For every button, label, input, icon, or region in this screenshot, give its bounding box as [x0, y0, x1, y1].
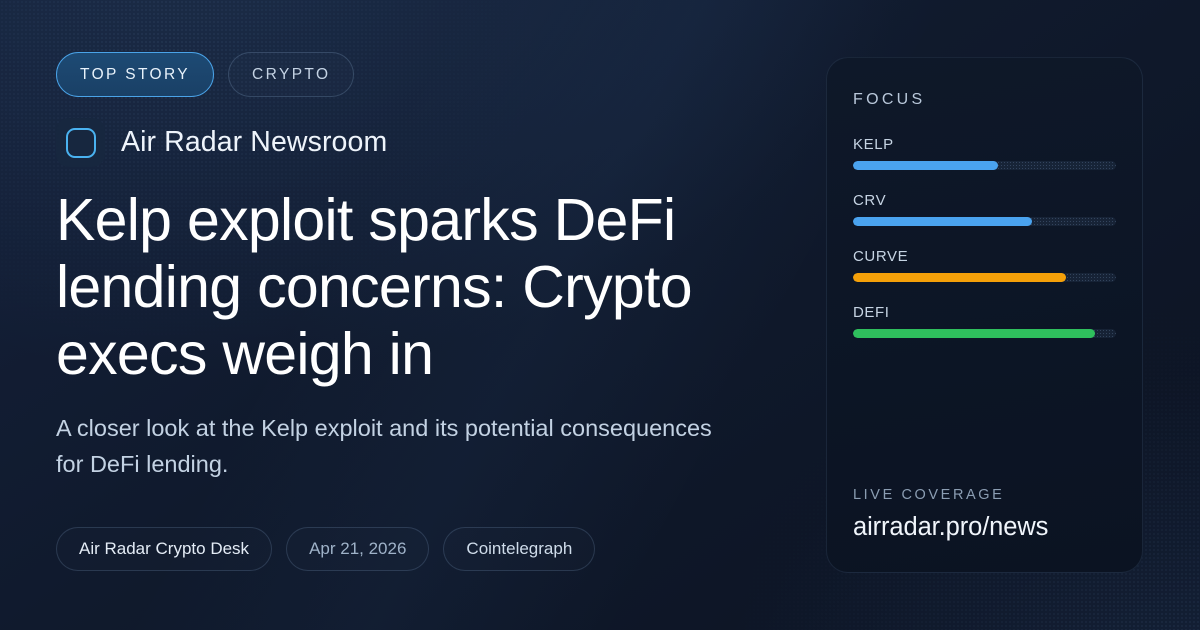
- meta-chip-author[interactable]: Air Radar Crypto Desk: [56, 527, 273, 571]
- focus-bar-fill-defi: [853, 329, 1095, 338]
- focus-bar-item: CURVE: [853, 248, 1116, 282]
- focus-bar-track-kelp: [853, 161, 1116, 170]
- brand-row: Air Radar Newsroom: [56, 118, 786, 167]
- article-column: TOP STORY CRYPTO Air Radar Newsroom Kelp…: [56, 52, 786, 482]
- focus-bar-item: KELP: [853, 136, 1116, 170]
- tag-top-story[interactable]: TOP STORY: [56, 52, 215, 97]
- article-subhead: A closer look at the Kelp exploit and it…: [56, 414, 712, 477]
- live-coverage-url[interactable]: airradar.pro/news: [853, 513, 1049, 541]
- article-meta-row: Air Radar Crypto Desk Apr 21, 2026 Coint…: [56, 527, 596, 571]
- focus-bar-item: CRV: [853, 192, 1116, 226]
- focus-bar-track-defi: [853, 329, 1116, 338]
- focus-bar-label-defi: DEFI: [853, 304, 890, 321]
- focus-bar-fill-crv: [853, 217, 1032, 226]
- live-coverage-label: LIVE COVERAGE: [853, 487, 1005, 503]
- focus-panel-spacer: [853, 360, 1116, 487]
- focus-panel-title: FOCUS: [853, 91, 926, 108]
- page-title: Kelp exploit sparks DeFi lending concern…: [56, 187, 693, 387]
- focus-bar-fill-curve: [853, 273, 1067, 282]
- focus-panel: FOCUS KELP CRV CURVE D: [826, 57, 1143, 573]
- rounded-square-logo-icon: [56, 118, 105, 167]
- meta-chip-date: Apr 21, 2026: [286, 527, 430, 571]
- focus-bar-chart: KELP CRV CURVE DEFI: [853, 136, 1116, 360]
- focus-bar-label-crv: CRV: [853, 192, 887, 209]
- brand-name: Air Radar Newsroom: [121, 126, 388, 158]
- focus-bar-track-crv: [853, 217, 1116, 226]
- focus-bar-item: DEFI: [853, 304, 1116, 338]
- focus-bar-fill-kelp: [853, 161, 998, 170]
- meta-chip-source[interactable]: Cointelegraph: [443, 527, 596, 571]
- focus-bar-label-kelp: KELP: [853, 136, 894, 153]
- focus-bar-label-curve: CURVE: [853, 248, 909, 265]
- tag-row: TOP STORY CRYPTO: [56, 52, 786, 97]
- tag-crypto[interactable]: CRYPTO: [228, 52, 355, 97]
- focus-bar-track-curve: [853, 273, 1116, 282]
